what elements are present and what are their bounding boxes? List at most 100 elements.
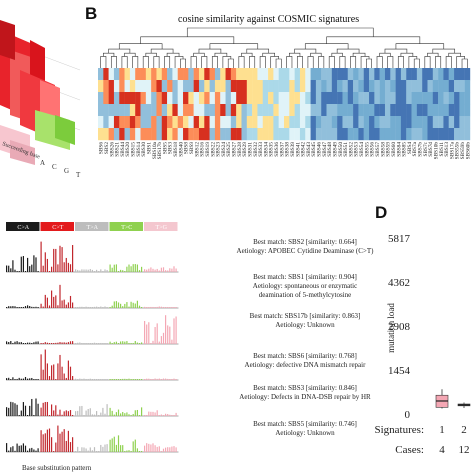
spectrum-bar: [55, 248, 57, 272]
spectrum-bar: [18, 342, 20, 344]
spectrum-bar: [87, 378, 89, 380]
heatmap-cell: [156, 104, 162, 117]
dendrogram-branch: [326, 36, 421, 44]
heatmap-column-label: SBS56: [370, 142, 376, 157]
heatmap-cell: [363, 116, 370, 129]
mutation-type-label: T>A: [87, 225, 99, 231]
heatmap-cell: [278, 92, 285, 105]
heatmap-cell: [236, 80, 242, 93]
spectrum-bar: [8, 265, 10, 272]
spectrum-bar: [175, 447, 177, 452]
spectrum-bar: [24, 445, 27, 452]
heatmap-cell: [337, 104, 343, 117]
spectrum-bar: [8, 377, 10, 380]
spectrum-bar: [106, 307, 108, 308]
heatmap-cell: [284, 92, 290, 105]
spectrum-bar: [154, 269, 156, 272]
spectrum-bar: [61, 414, 63, 416]
spectrum-bar: [85, 378, 87, 380]
spectrum-bar: [146, 324, 148, 344]
spectrum-bar: [22, 443, 24, 452]
heatmap-cell: [347, 128, 354, 141]
heatmap-cell: [454, 68, 460, 81]
spectrum-bar: [136, 379, 138, 380]
dendrogram-branch: [259, 56, 266, 68]
spectrum-bar: [69, 264, 72, 272]
heatmap-cell: [214, 68, 221, 81]
spectrum-bar: [42, 369, 44, 380]
spectrum-bar: [8, 407, 10, 416]
spectrum-row: [6, 284, 179, 309]
heatmap-column-label: SBS60: [391, 142, 397, 157]
heatmap-cell: [198, 68, 205, 81]
spectrum-bar: [100, 444, 102, 452]
spectrum-bar: [102, 343, 104, 344]
spectrum-bar: [51, 404, 53, 416]
sig-match-6: Best match: SBS5 [similarity: 0.746]: [253, 420, 357, 428]
spectrum-bar: [67, 411, 69, 416]
heatmap-cell: [209, 104, 216, 117]
spectrum-bar: [53, 451, 55, 452]
spectrum-bar: [117, 271, 120, 272]
spectrum-bar: [96, 306, 98, 308]
heatmap-cell: [294, 116, 301, 129]
heatmap-column-label: SBS1: [146, 142, 152, 154]
heatmap-cell: [135, 80, 141, 93]
spectrum-bar: [6, 378, 8, 380]
heatmap-column-label: SBS48: [327, 142, 333, 157]
spectrum-bar: [102, 271, 104, 272]
spectrum-bar: [10, 447, 12, 452]
spectrum-bar: [167, 413, 169, 416]
heatmap-cell: [156, 116, 162, 129]
dendrogram-branch: [166, 52, 180, 57]
heatmap-cell: [400, 92, 407, 105]
heatmap-cell: [241, 116, 247, 129]
spectrum-bar: [150, 379, 152, 380]
sig-aetiology-2a: Aetiology: spontaneous or enzymatic: [252, 282, 358, 290]
spectrum-bar: [115, 444, 117, 452]
spectrum-bar: [122, 306, 124, 308]
heatmap-cell: [369, 128, 375, 141]
spectrum-bar: [128, 306, 130, 308]
spectrum-bar: [12, 260, 14, 272]
dendrogram-branch: [331, 52, 343, 57]
heatmap-cell: [390, 116, 396, 129]
spectrum-bar: [165, 315, 167, 344]
heatmap-cell: [379, 80, 386, 93]
heatmap-cell: [188, 80, 194, 93]
spectrum-bar: [24, 306, 27, 308]
spectrum-bar: [98, 343, 100, 344]
dendrogram-branch: [395, 43, 445, 50]
spectrum-bar: [27, 415, 29, 416]
spectrum-bar: [136, 300, 138, 308]
heatmap-cell: [183, 116, 189, 129]
dendrogram-branch: [262, 52, 275, 57]
spectrum-bar: [96, 343, 98, 344]
heatmap-cell: [198, 104, 205, 117]
panel-d-ytick-label: 2908: [388, 321, 411, 333]
heatmap-column-label: SBS19: [205, 142, 211, 157]
spectrum-bar: [144, 379, 146, 380]
spectrum-bar: [115, 412, 117, 416]
heatmap-cell: [262, 80, 269, 93]
spectrum-bar: [16, 404, 18, 416]
heatmap-cell: [384, 80, 391, 93]
spectrum-bar: [55, 405, 57, 416]
heatmap-cell: [406, 80, 412, 93]
spectrum-bar: [132, 343, 134, 344]
heatmap-cell: [294, 128, 301, 141]
heatmap-cell: [252, 128, 258, 141]
heatmap-column-label: SBS49: [332, 142, 338, 157]
heatmap-column-label: SBS21: [115, 142, 121, 157]
spectrum-bar: [24, 343, 27, 344]
heatmap-cell: [337, 68, 343, 81]
heatmap-cell: [129, 128, 136, 141]
spectrum-bar: [51, 290, 53, 308]
heatmap-cell: [406, 116, 412, 129]
spectrum-bar: [46, 429, 48, 452]
heatmap-column-label: SBS59b: [460, 142, 466, 160]
heatmap-cell: [384, 104, 391, 117]
heatmap-cell: [331, 92, 338, 105]
dendrogram-branch: [118, 43, 163, 50]
heatmap-cell: [310, 104, 317, 117]
